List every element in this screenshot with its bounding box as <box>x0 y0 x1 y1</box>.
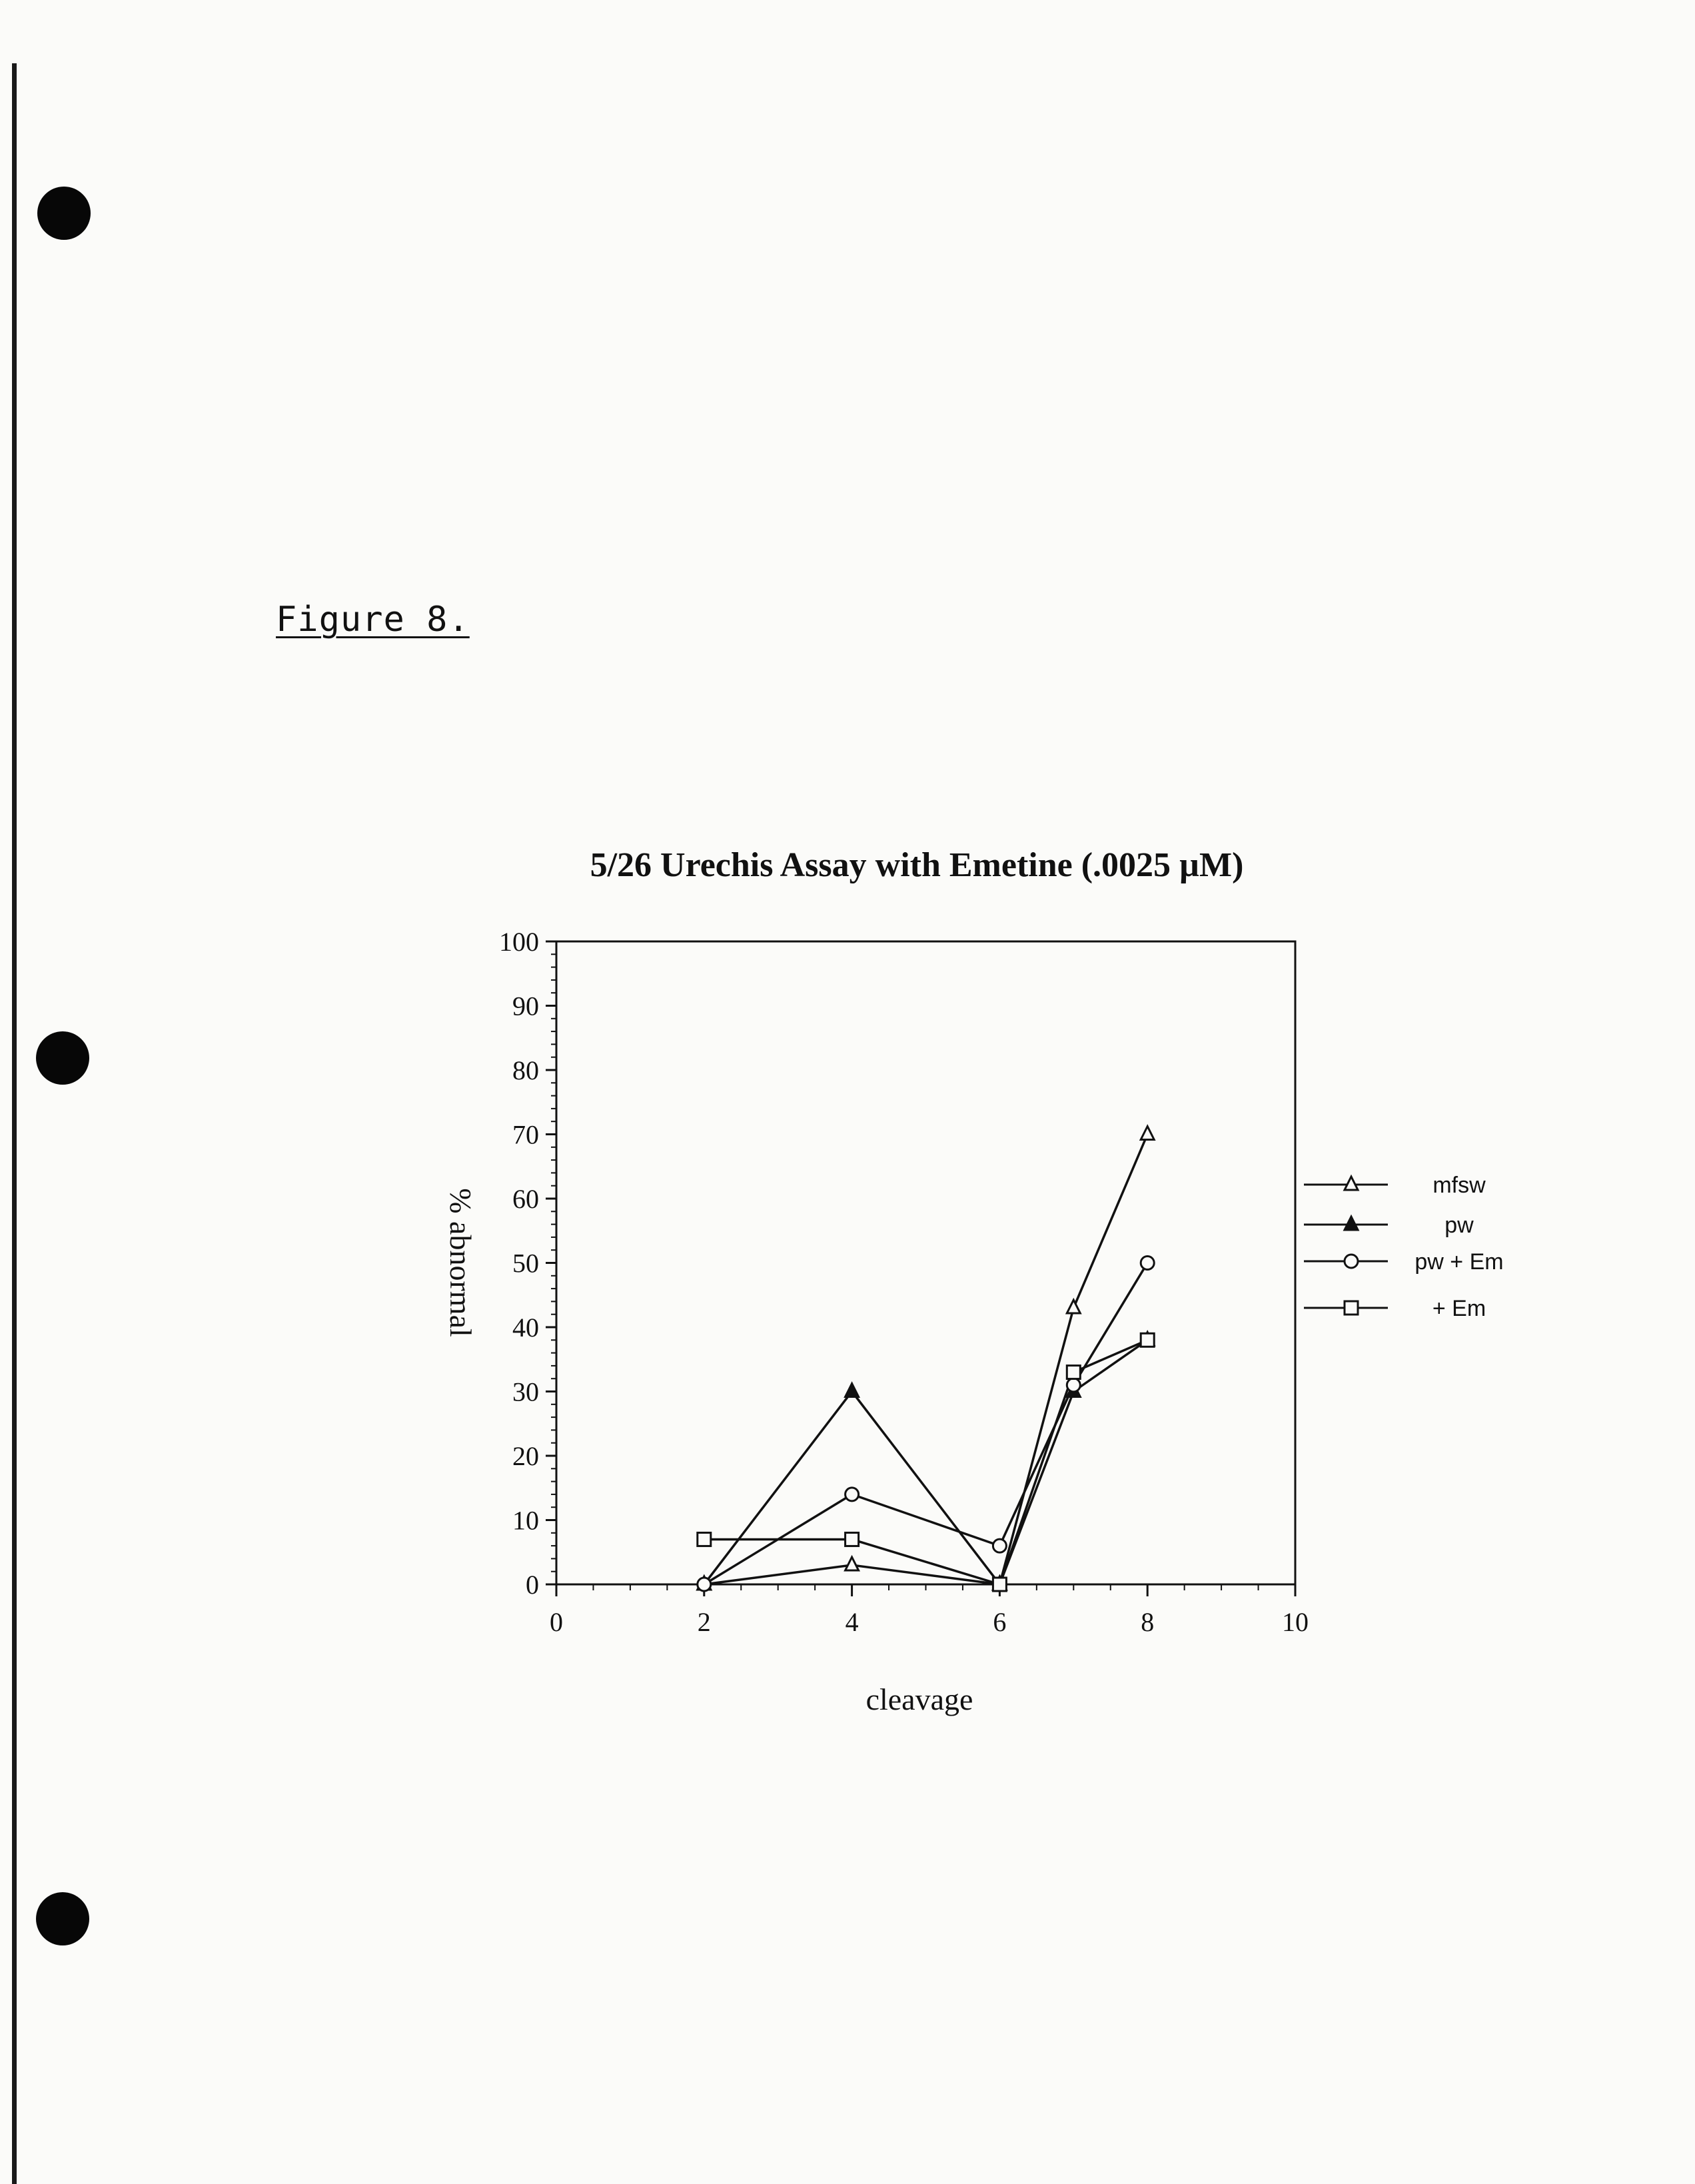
data-point <box>844 1531 860 1547</box>
series-3 <box>703 1262 1149 1586</box>
series-4-points <box>696 1332 1155 1592</box>
figure-label: Figure 8. <box>276 600 470 640</box>
y-tick-label: 10 <box>512 1506 539 1536</box>
data-point <box>1065 1377 1081 1393</box>
y-tick-label: 100 <box>499 927 539 957</box>
x-axis: 0 2 4 6 8 10 <box>550 1584 1309 1637</box>
legend-marker <box>1343 1214 1360 1231</box>
series-3-points <box>696 1255 1155 1592</box>
x-tick-label: 2 <box>698 1607 711 1637</box>
y-tick-label: 80 <box>512 1055 539 1085</box>
legend-item: mfsw <box>1304 1173 1486 1198</box>
data-point <box>991 1538 1007 1554</box>
data-point <box>1065 1365 1081 1380</box>
x-tick-label: 10 <box>1282 1607 1309 1637</box>
y-tick-label: 60 <box>512 1184 539 1214</box>
x-axis-label: cleavage <box>866 1682 973 1716</box>
punch-hole-top <box>37 187 91 240</box>
data-point <box>1139 1255 1155 1271</box>
chart-title: 5/26 Urechis Assay with Emetine (.0025 µ… <box>590 846 1244 884</box>
punch-hole-bottom <box>36 1892 89 1945</box>
data-point <box>1139 1124 1156 1141</box>
y-tick-label: 20 <box>512 1441 539 1471</box>
binding-edge <box>12 63 17 2184</box>
data-point <box>1139 1332 1155 1348</box>
series-2-points <box>696 1329 1156 1591</box>
y-axis-label: % abnormal <box>444 1188 478 1337</box>
y-tick-label: 90 <box>512 991 539 1021</box>
x-tick-label: 8 <box>1141 1607 1154 1637</box>
data-point <box>696 1531 712 1547</box>
series-line <box>704 1133 1149 1586</box>
x-tick-label: 6 <box>993 1607 1006 1637</box>
y-tick-label: 70 <box>512 1120 539 1150</box>
legend-item: + Em <box>1304 1296 1486 1321</box>
legend-label: + Em <box>1432 1296 1486 1321</box>
legend: mfsw pw pw + Em + Em <box>1304 1173 1504 1321</box>
legend-marker <box>1343 1300 1359 1316</box>
punch-hole-middle <box>36 1031 89 1085</box>
x-tick-label: 0 <box>550 1607 563 1637</box>
data-point <box>844 1381 861 1398</box>
legend-label: pw + Em <box>1414 1249 1503 1275</box>
legend-item: pw + Em <box>1304 1249 1504 1275</box>
data-point <box>844 1554 861 1572</box>
y-tick-label: 50 <box>512 1249 539 1279</box>
legend-marker <box>1343 1253 1359 1269</box>
data-point <box>696 1576 712 1592</box>
series-1 <box>704 1133 1149 1586</box>
x-tick-label: 4 <box>846 1607 859 1637</box>
legend-marker <box>1343 1174 1360 1191</box>
data-point <box>1065 1297 1082 1315</box>
y-axis: 0 10 20 30 40 50 60 70 80 90 100 <box>499 927 556 1600</box>
legend-item: pw <box>1304 1213 1474 1238</box>
data-point <box>844 1486 860 1502</box>
y-tick-label: 40 <box>512 1313 539 1343</box>
y-tick-label: 0 <box>526 1570 539 1600</box>
y-tick-label: 30 <box>512 1377 539 1407</box>
series-layer <box>696 1124 1156 1592</box>
data-point <box>991 1576 1007 1592</box>
series-line <box>703 1262 1149 1586</box>
legend-label: pw <box>1444 1213 1474 1238</box>
legend-label: mfsw <box>1432 1173 1486 1198</box>
